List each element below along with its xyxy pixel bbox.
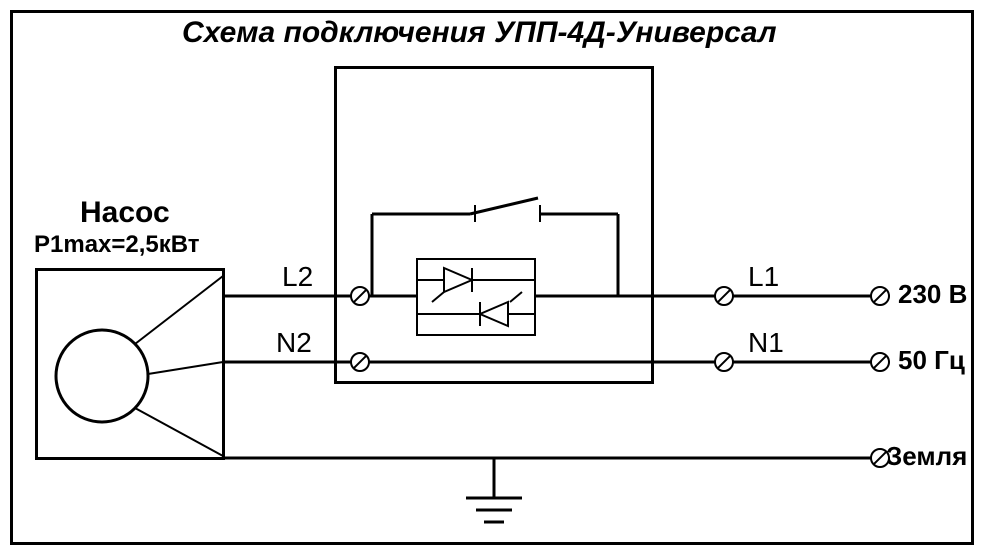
supply-frequency-label: 50 Гц — [898, 346, 965, 375]
motor-letter: M — [92, 362, 114, 391]
soft-starter-box — [334, 66, 654, 384]
pump-label: Насос — [80, 196, 170, 229]
diagram-title: Схема подключения УПП-4Д-Универсал — [182, 16, 777, 49]
triac-box — [416, 258, 536, 336]
terminal-l1-label: L1 — [748, 262, 779, 293]
earth-label: Земля — [886, 442, 967, 471]
supply-voltage-label: 230 В — [898, 280, 967, 309]
terminal-n2-label: N2 — [276, 328, 312, 359]
terminal-l2-label: L2 — [282, 262, 313, 293]
terminal-n1-label: N1 — [748, 328, 784, 359]
pump-box — [35, 268, 225, 460]
pump-power-label: P1max=2,5кВт — [34, 232, 200, 258]
